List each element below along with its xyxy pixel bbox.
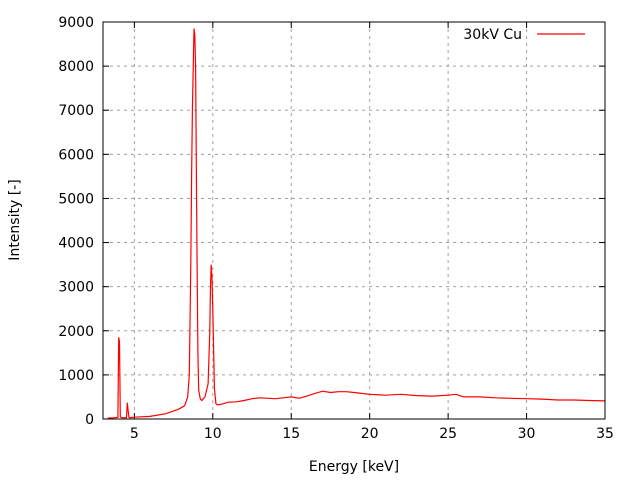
- x-tick-label: 5: [130, 426, 139, 442]
- y-tick-label: 1000: [58, 368, 94, 384]
- y-tick-label: 9000: [58, 15, 94, 31]
- ticks: 5 10 15 20 25 30 35 0 1000 2000 3000 4000 5000 6000 70…: [58, 15, 614, 442]
- x-tick-label: 30: [518, 426, 536, 442]
- y-tick-label: 3000: [58, 280, 94, 296]
- y-tick-label: 4000: [58, 236, 94, 252]
- legend-label: 30kV Cu: [463, 27, 522, 43]
- y-tick-label: 0: [85, 412, 94, 428]
- grid: [103, 22, 605, 419]
- y-tick-label: 7000: [58, 103, 94, 119]
- x-tick-label: 15: [282, 426, 300, 442]
- y-tick-label: 2000: [58, 324, 94, 340]
- x-tick-label: 10: [204, 426, 222, 442]
- x-tick-label: 25: [439, 426, 457, 442]
- plot-frame: [102, 21, 606, 420]
- x-tick-label: 20: [361, 426, 379, 442]
- y-tick-label: 5000: [58, 191, 94, 207]
- series-line-30kv-cu: [107, 28, 606, 419]
- y-tick-label: 6000: [58, 147, 94, 163]
- y-tick-label: 8000: [58, 59, 94, 75]
- x-axis-label: Energy [keV]: [309, 459, 399, 475]
- y-axis-label: Intensity [-]: [7, 179, 23, 260]
- x-tick-label: 35: [596, 426, 614, 442]
